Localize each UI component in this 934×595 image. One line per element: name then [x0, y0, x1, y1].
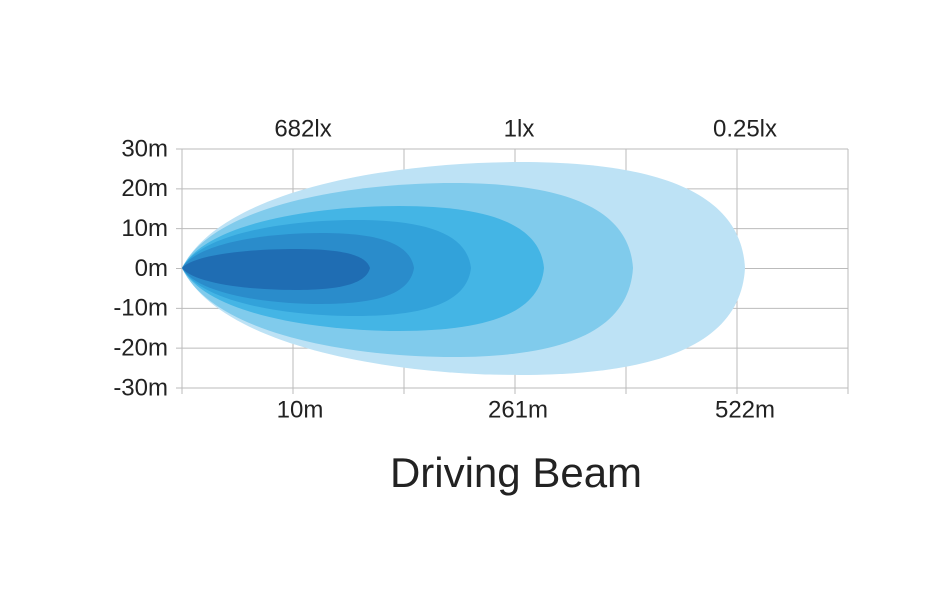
y-axis-label: 30m — [121, 135, 168, 162]
distance-label: 522m — [715, 396, 775, 423]
distance-label: 10m — [277, 396, 324, 423]
y-axis-label: 20m — [121, 175, 168, 202]
distance-label: 261m — [488, 396, 548, 423]
y-axis-label: 10m — [121, 215, 168, 242]
beam-zone — [182, 249, 370, 290]
illuminance-label: 1lx — [504, 115, 535, 142]
labels: 30m 20m 10m 0m -10m -20m -30m 682lx 1lx 0.25lx 10m… — [113, 115, 777, 423]
y-axis-label: -20m — [113, 335, 168, 362]
illuminance-label: 682lx — [274, 115, 331, 142]
beam-pattern — [182, 162, 745, 375]
y-axis-label: -10m — [113, 295, 168, 322]
title: Driving Beam — [390, 449, 642, 496]
y-axis-label: 0m — [135, 255, 168, 282]
illuminance-label: 0.25lx — [713, 115, 777, 142]
y-axis-label: -30m — [113, 374, 168, 401]
